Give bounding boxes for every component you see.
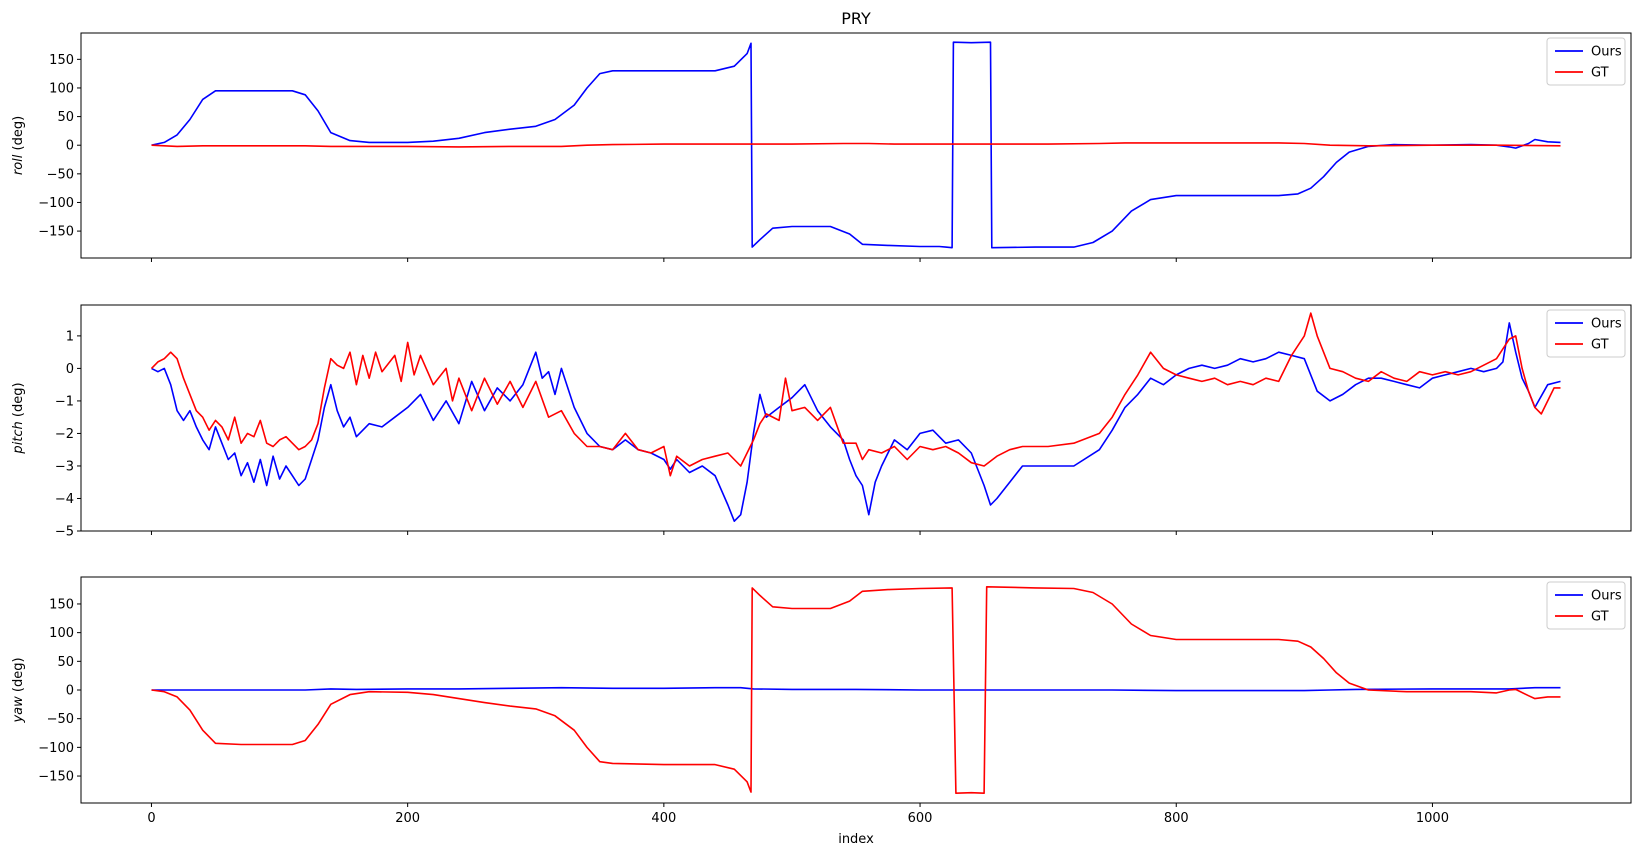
y-tick-label: 0	[66, 362, 74, 377]
x-axis-label: index	[838, 832, 874, 847]
series-line-gt	[150, 312, 1561, 477]
y-tick-label: −1	[55, 394, 74, 409]
y-tick-label: −5	[55, 525, 74, 540]
legend-box	[1546, 309, 1626, 358]
y-tick-label: 1	[66, 329, 74, 344]
y-tick-label: −100	[38, 741, 74, 756]
legend: Ours GT	[1546, 309, 1626, 358]
plot-area	[151, 41, 1561, 249]
series-line-gt	[151, 586, 1561, 794]
x-tick-label: 200	[395, 811, 420, 826]
y-tick-label: −50	[47, 712, 74, 727]
legend-label-ours: Ours	[1591, 45, 1622, 60]
x-tick-label: 400	[651, 811, 676, 826]
legend-box	[1546, 37, 1626, 86]
legend-label-gt: GT	[1591, 610, 1609, 625]
subplot-pitch: 1 0 −1 −2 −3 −4 −5 pitch (deg) Ours GT	[11, 304, 1632, 540]
series-line-gt	[151, 142, 1561, 148]
y-tick-label: −4	[55, 492, 74, 507]
y-tick-label: −100	[38, 196, 74, 211]
x-tick-label: 600	[908, 811, 933, 826]
legend-label-ours: Ours	[1591, 589, 1622, 604]
series-line-ours	[151, 41, 1561, 249]
y-tick-label: 50	[57, 110, 74, 125]
legend-label-ours: Ours	[1591, 317, 1622, 332]
subplot-yaw: 150 100 50 0 −50 −100 −150 0 200 400 600 800 1000 yaw…	[11, 576, 1632, 826]
y-tick-label: 150	[49, 597, 74, 612]
y-tick-label: 0	[66, 139, 74, 154]
y-tick-label: 150	[49, 53, 74, 68]
x-tick-label: 1000	[1416, 811, 1449, 826]
y-tick-label: −2	[55, 427, 74, 442]
axes-frame	[80, 304, 1632, 532]
y-tick-label: −50	[47, 167, 74, 182]
y-tick-label: 0	[66, 684, 74, 699]
subplot-roll: 150 100 50 0 −50 −100 −150 roll (deg) Ours GT	[11, 32, 1632, 262]
chart-title: PRY	[841, 9, 871, 28]
y-tick-label: 100	[49, 81, 74, 96]
y-tick-label: −150	[38, 225, 74, 240]
legend-label-gt: GT	[1591, 338, 1609, 353]
y-axis-label: roll (deg)	[11, 116, 26, 175]
y-tick-label: 50	[57, 655, 74, 670]
legend: Ours GT	[1546, 581, 1626, 630]
plot-area	[151, 586, 1561, 794]
y-tick-label: −150	[38, 770, 74, 785]
series-line-ours	[151, 322, 1561, 522]
y-axis-label: yaw (deg)	[11, 657, 26, 723]
plot-area	[150, 312, 1561, 522]
y-axis-label: pitch (deg)	[11, 382, 26, 454]
x-tick-label: 800	[1164, 811, 1189, 826]
y-tick-label: −3	[55, 459, 74, 474]
legend-label-gt: GT	[1591, 66, 1609, 81]
series-line-ours	[151, 686, 1561, 692]
x-tick-label: 0	[147, 811, 155, 826]
legend: Ours GT	[1546, 37, 1626, 86]
legend-box	[1546, 581, 1626, 630]
y-tick-label: 100	[49, 626, 74, 641]
